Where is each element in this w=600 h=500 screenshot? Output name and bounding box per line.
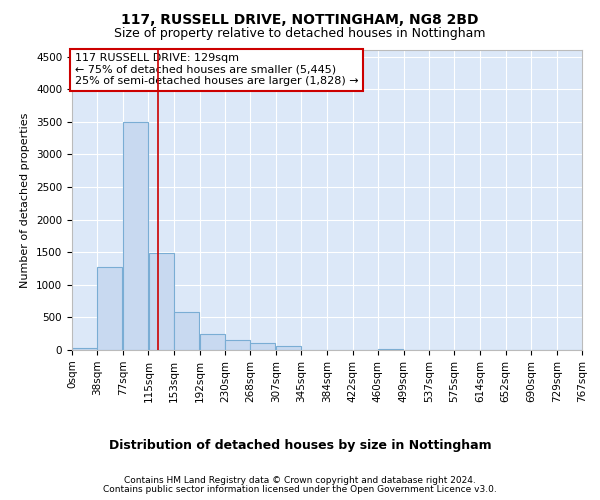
- Bar: [200, 334, 225, 350]
- Bar: [378, 348, 403, 350]
- Bar: [225, 340, 250, 350]
- Bar: [174, 312, 199, 350]
- Bar: [149, 254, 173, 350]
- Bar: [124, 122, 148, 350]
- Bar: [72, 348, 97, 350]
- Bar: [250, 344, 275, 350]
- Text: 117 RUSSELL DRIVE: 129sqm
← 75% of detached houses are smaller (5,445)
25% of se: 117 RUSSELL DRIVE: 129sqm ← 75% of detac…: [74, 53, 358, 86]
- Text: 117, RUSSELL DRIVE, NOTTINGHAM, NG8 2BD: 117, RUSSELL DRIVE, NOTTINGHAM, NG8 2BD: [121, 12, 479, 26]
- Text: Size of property relative to detached houses in Nottingham: Size of property relative to detached ho…: [114, 28, 486, 40]
- Text: Distribution of detached houses by size in Nottingham: Distribution of detached houses by size …: [109, 440, 491, 452]
- Text: Contains HM Land Registry data © Crown copyright and database right 2024.: Contains HM Land Registry data © Crown c…: [124, 476, 476, 485]
- Bar: [276, 346, 301, 350]
- Y-axis label: Number of detached properties: Number of detached properties: [20, 112, 31, 288]
- Text: Contains public sector information licensed under the Open Government Licence v3: Contains public sector information licen…: [103, 485, 497, 494]
- Bar: [97, 266, 122, 350]
